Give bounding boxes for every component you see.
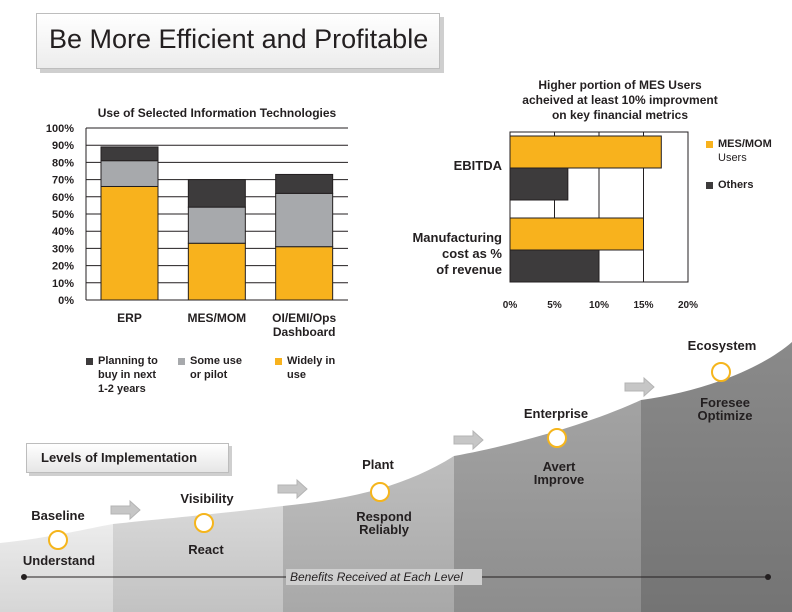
bar	[509, 217, 644, 251]
arrow-icon	[110, 499, 141, 521]
stage-ecosystem-benefit-line1: Foresee	[700, 395, 750, 410]
bar	[509, 135, 662, 169]
step-baseline	[0, 524, 113, 612]
legend-planning-line1: Planning to	[98, 355, 158, 367]
stage-baseline-name: Baseline	[31, 508, 85, 523]
x-tick-label: 20%	[678, 300, 698, 311]
stage-visibility-name: Visibility	[180, 491, 234, 506]
x-tick-label: MES/MOM	[187, 311, 246, 325]
legend-mes-users-line1: MES/MOM	[718, 138, 772, 150]
stage-visibility-benefit: React	[188, 542, 224, 557]
bar-segment	[275, 192, 334, 248]
y-tick-label: 50%	[52, 209, 74, 221]
y-tick-label: 40%	[52, 226, 74, 238]
legend-others-label: Others	[718, 179, 754, 191]
step-visibility	[113, 506, 283, 612]
stage-enterprise-marker	[547, 428, 567, 448]
stage-enterprise-benefit-line2: Improve	[533, 472, 585, 487]
page-title: Be More Efficient and Profitable	[49, 24, 429, 54]
stage-enterprise-name: Enterprise	[523, 406, 589, 421]
y-tick-label: 80%	[52, 157, 74, 169]
bar-segment	[187, 206, 246, 244]
legend-some-use-line1: Some use	[190, 355, 242, 367]
y-tick-label: 60%	[52, 192, 74, 204]
stage-ecosystem-name: Ecosystem	[687, 338, 757, 353]
stage-plant-benefit-line1: Respond	[356, 509, 412, 524]
step-enterprise	[454, 400, 641, 612]
legend-swatch-widely	[275, 358, 282, 365]
progress-arrows	[110, 376, 655, 521]
stage-baseline-benefit: Understand	[22, 553, 96, 568]
levels-heading: Levels of Implementation	[41, 450, 198, 465]
bar-segment	[100, 160, 159, 187]
bar-segment	[275, 173, 334, 194]
arrow-icon	[277, 478, 308, 500]
x-tick-label: Dashboard	[273, 325, 336, 339]
legend-swatch-mes-users	[706, 141, 713, 148]
y-tick-label: 0%	[58, 295, 74, 307]
legend-swatch-planning	[86, 358, 93, 365]
x-tick-label: OI/EMI/Ops	[272, 311, 336, 325]
legend-swatch-some-use	[178, 358, 185, 365]
y-tick-label: 90%	[52, 140, 74, 152]
stage-baseline-marker	[48, 530, 68, 550]
bar	[509, 167, 569, 201]
y-category-label: cost as %	[442, 246, 502, 261]
stage-visibility-marker	[194, 513, 214, 533]
benefits-line-start-dot	[21, 574, 27, 580]
x-tick-label: 15%	[633, 300, 653, 311]
bar-segment	[187, 179, 246, 208]
y-tick-label: 70%	[52, 175, 74, 187]
x-tick-label: ERP	[117, 311, 142, 325]
legend-widely-line1: Widely in	[287, 355, 336, 367]
chart1-title: Use of Selected Information Technologies	[98, 106, 337, 120]
y-tick-label: 100%	[46, 123, 74, 135]
arrow-icon	[624, 376, 655, 398]
legend-planning-line2: buy in next	[98, 369, 157, 381]
y-tick-label: 20%	[52, 261, 74, 273]
legend-widely-line2: use	[287, 369, 306, 381]
bar-segment	[100, 185, 159, 301]
y-category-label: of revenue	[436, 262, 502, 277]
stage-ecosystem-marker	[711, 362, 731, 382]
chart2-title-line: on key financial metrics	[552, 108, 688, 122]
bar	[509, 249, 600, 283]
benefits-caption-backdrop	[286, 569, 482, 585]
y-category-label: EBITDA	[454, 158, 503, 173]
y-tick-label: 30%	[52, 243, 74, 255]
levels-heading-box: Levels of Implementation	[26, 443, 229, 473]
chart2-title-line: acheived at least 10% improvment	[522, 93, 717, 107]
legend-planning-line3: 1-2 years	[98, 383, 146, 395]
step-ecosystem	[641, 342, 792, 612]
benefits-caption: Benefits Received at Each Level	[290, 570, 463, 584]
legend-mes-users-line2: Users	[718, 152, 747, 164]
bar-segment	[187, 242, 246, 301]
stage-ecosystem-benefit-line2: Optimize	[697, 408, 753, 423]
arrow-icon	[453, 429, 484, 451]
chart2-title-line: Higher portion of MES Users	[538, 78, 702, 92]
x-tick-label: 0%	[503, 300, 518, 311]
x-tick-label: 5%	[547, 300, 562, 311]
stage-enterprise-benefit-line1: Avert	[542, 459, 576, 474]
bar-segment	[100, 146, 159, 162]
stage-plant-name: Plant	[362, 457, 394, 472]
y-tick-label: 10%	[52, 278, 74, 290]
bar-segment	[275, 246, 334, 301]
legend-swatch-others	[706, 182, 713, 189]
x-tick-label: 10%	[589, 300, 609, 311]
benefits-line-end-dot	[765, 574, 771, 580]
legend-some-use-line2: or pilot	[190, 369, 228, 381]
stage-plant-marker	[370, 482, 390, 502]
it-usage-chart: Use of Selected Information Technologies…	[46, 106, 348, 339]
y-category-label: Manufacturing	[412, 230, 502, 245]
page-title-box: Be More Efficient and Profitable	[36, 13, 440, 69]
stage-plant-benefit-line2: Reliably	[359, 522, 409, 537]
